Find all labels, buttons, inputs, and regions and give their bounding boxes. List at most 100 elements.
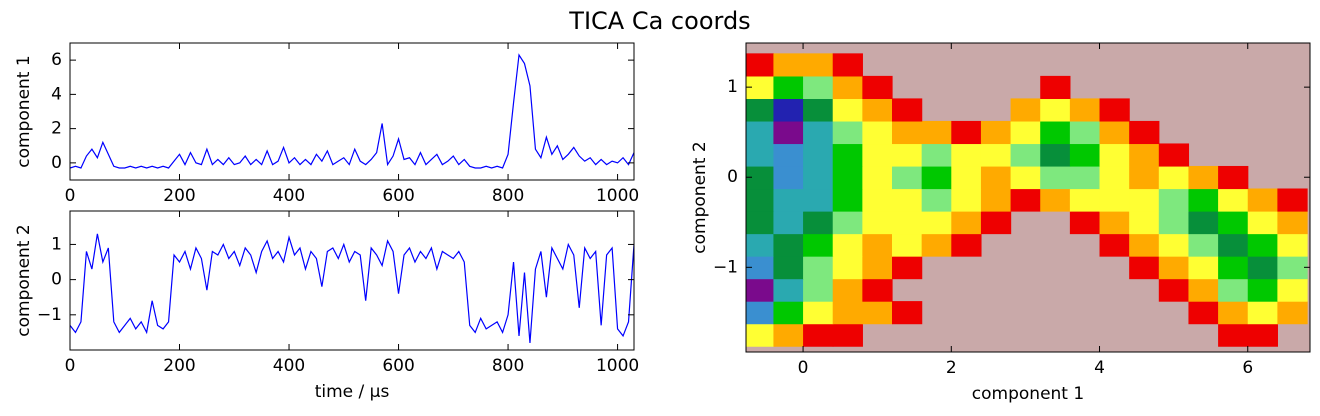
- contour-cell: [892, 188, 923, 212]
- x-tick-label: 2: [946, 358, 957, 378]
- y-tick-label: 6: [51, 50, 62, 70]
- contour-cell: [746, 278, 775, 302]
- contour-cell: [892, 143, 923, 167]
- contour-cell: [832, 75, 863, 100]
- contour-cell: [803, 301, 834, 325]
- contour-cell: [1158, 211, 1190, 235]
- contour-cell: [1129, 188, 1160, 212]
- contour-cell: [746, 301, 775, 325]
- plot-area: [746, 43, 1310, 352]
- contour-cell: [1040, 98, 1071, 122]
- contour-cell: [773, 323, 804, 347]
- contour-cell: [746, 143, 775, 167]
- contour-cell: [1099, 188, 1130, 212]
- contour-cell: [1099, 143, 1130, 167]
- contour-cell: [921, 188, 952, 212]
- y-tick-label: 1: [51, 234, 62, 254]
- contour-cell: [1129, 211, 1160, 235]
- contour-cell: [1040, 75, 1071, 100]
- contour-cell: [773, 188, 804, 212]
- contour-cell: [746, 75, 775, 100]
- x-tick-label: 1000: [596, 356, 639, 376]
- contour-cell: [773, 53, 804, 77]
- contour-cell: [892, 165, 923, 190]
- contour-cell: [803, 188, 834, 212]
- contour-cell: [803, 323, 834, 347]
- contour-cell: [892, 120, 923, 145]
- contour-cell: [1129, 120, 1160, 145]
- contour-cell: [1247, 211, 1278, 235]
- contour-cell: [803, 75, 834, 100]
- contour-cell: [746, 98, 775, 122]
- contour-cell: [862, 165, 893, 190]
- contour-cell: [803, 278, 834, 302]
- plot-area: [70, 233, 634, 344]
- axes-frame: [69, 42, 635, 181]
- contour-cell: [862, 120, 893, 145]
- contour-cell: [1277, 233, 1308, 257]
- contour-cell: [832, 233, 863, 257]
- axes-frame: [745, 42, 1311, 353]
- x-tick-label: 800: [492, 356, 524, 376]
- contour-cell: [1158, 143, 1190, 167]
- contour-cell: [746, 120, 775, 145]
- contour-cell: [832, 278, 863, 302]
- contour-cell: [832, 53, 863, 77]
- contour-cell: [1218, 301, 1249, 325]
- x-axis-label: time / μs: [315, 382, 390, 402]
- contour-cell: [921, 211, 952, 235]
- y-tick-label: 0: [51, 270, 62, 290]
- x-tick-label: 0: [798, 358, 809, 378]
- contour-cell: [746, 323, 775, 347]
- contour-cell: [892, 301, 923, 325]
- series-line: [70, 53, 634, 169]
- y-tick-label: 0: [727, 167, 738, 187]
- contour-cell: [1099, 233, 1130, 257]
- x-tick-label: 0: [65, 356, 76, 376]
- contour-cell: [1010, 165, 1041, 190]
- contour-cell: [1040, 165, 1071, 190]
- contour-cell: [980, 120, 1012, 145]
- contour-cell: [1218, 233, 1249, 257]
- contour-cell: [1218, 165, 1249, 190]
- contour-cell: [803, 98, 834, 122]
- contour-cell: [1188, 165, 1219, 190]
- contour-cell: [951, 143, 982, 167]
- x-tick-label: 800: [492, 186, 524, 206]
- contour-cell: [1247, 233, 1278, 257]
- contour-cell: [773, 256, 804, 280]
- contour-cell: [1010, 188, 1041, 212]
- x-tick-label: 600: [382, 356, 414, 376]
- contour-cell: [1277, 301, 1308, 325]
- contour-cell: [1158, 188, 1190, 212]
- x-tick-label: 1000: [596, 186, 639, 206]
- y-tick-label: 2: [51, 119, 62, 139]
- x-tick-label: 600: [382, 186, 414, 206]
- contour-cell: [862, 188, 893, 212]
- contour-cell: [803, 256, 834, 280]
- contour-cell: [921, 233, 952, 257]
- x-tick-label: 4: [1094, 358, 1105, 378]
- axes-frame: [69, 210, 635, 351]
- contour-cell: [746, 165, 775, 190]
- contour-cell: [803, 143, 834, 167]
- contour-cell: [862, 75, 893, 100]
- contour-cell: [1277, 256, 1308, 280]
- x-tick-label: 200: [163, 356, 195, 376]
- contour-cell: [773, 120, 804, 145]
- contour-cell: [1188, 278, 1219, 302]
- contour-cell: [980, 211, 1012, 235]
- x-axis-label: component 1: [972, 384, 1084, 404]
- contour-cell: [1069, 165, 1101, 190]
- contour-cell: [1069, 188, 1101, 212]
- contour-cell: [1158, 165, 1190, 190]
- contour-cell: [746, 188, 775, 212]
- contour-cell: [1040, 120, 1071, 145]
- y-tick-label: 4: [51, 84, 62, 104]
- x-tick-label: 400: [273, 356, 305, 376]
- contour-cell: [980, 165, 1012, 190]
- contour-cell: [921, 143, 952, 167]
- contour-cell: [832, 323, 863, 347]
- contour-cell: [773, 301, 804, 325]
